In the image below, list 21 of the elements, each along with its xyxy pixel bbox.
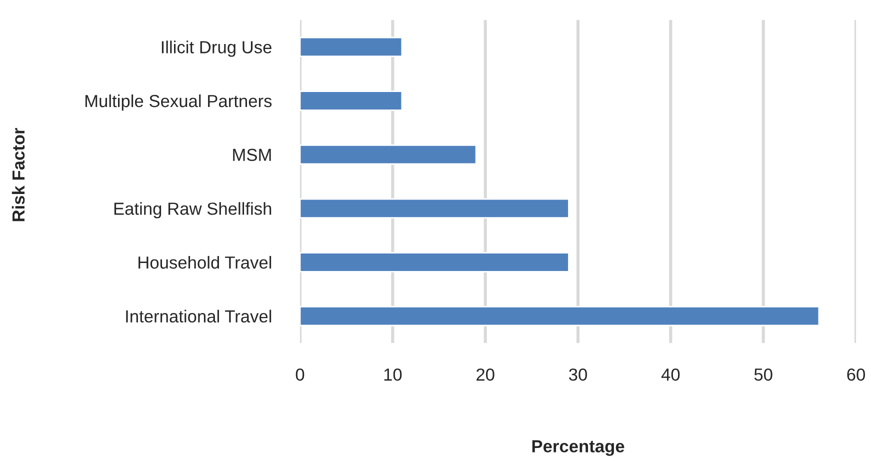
y-tick-label: Household Travel bbox=[138, 256, 272, 269]
x-tick-label: 20 bbox=[476, 368, 494, 381]
x-tick-label: 10 bbox=[384, 368, 402, 381]
y-tick-label: MSM bbox=[233, 148, 271, 162]
bar bbox=[300, 198, 570, 219]
y-tick-label: Multiple Sexual Partners bbox=[85, 94, 272, 111]
bar bbox=[300, 144, 477, 165]
bar bbox=[300, 90, 403, 111]
x-tick-label: 30 bbox=[569, 368, 587, 381]
y-axis-title: Risk Factor bbox=[12, 128, 25, 222]
bar bbox=[300, 306, 820, 326]
x-tick-label: 0 bbox=[296, 368, 304, 381]
x-tick-label: 50 bbox=[754, 368, 772, 381]
bar bbox=[300, 252, 570, 272]
y-tick-label: International Travel bbox=[126, 310, 272, 323]
y-tick-label: Illicit Drug Use bbox=[162, 40, 272, 57]
bar bbox=[300, 36, 403, 58]
x-tick-label: 40 bbox=[661, 368, 680, 381]
x-axis-title: Percentage bbox=[532, 440, 624, 456]
y-tick-label: Eating Raw Shellfish bbox=[114, 202, 272, 218]
x-tick-label: 60 bbox=[847, 368, 865, 381]
